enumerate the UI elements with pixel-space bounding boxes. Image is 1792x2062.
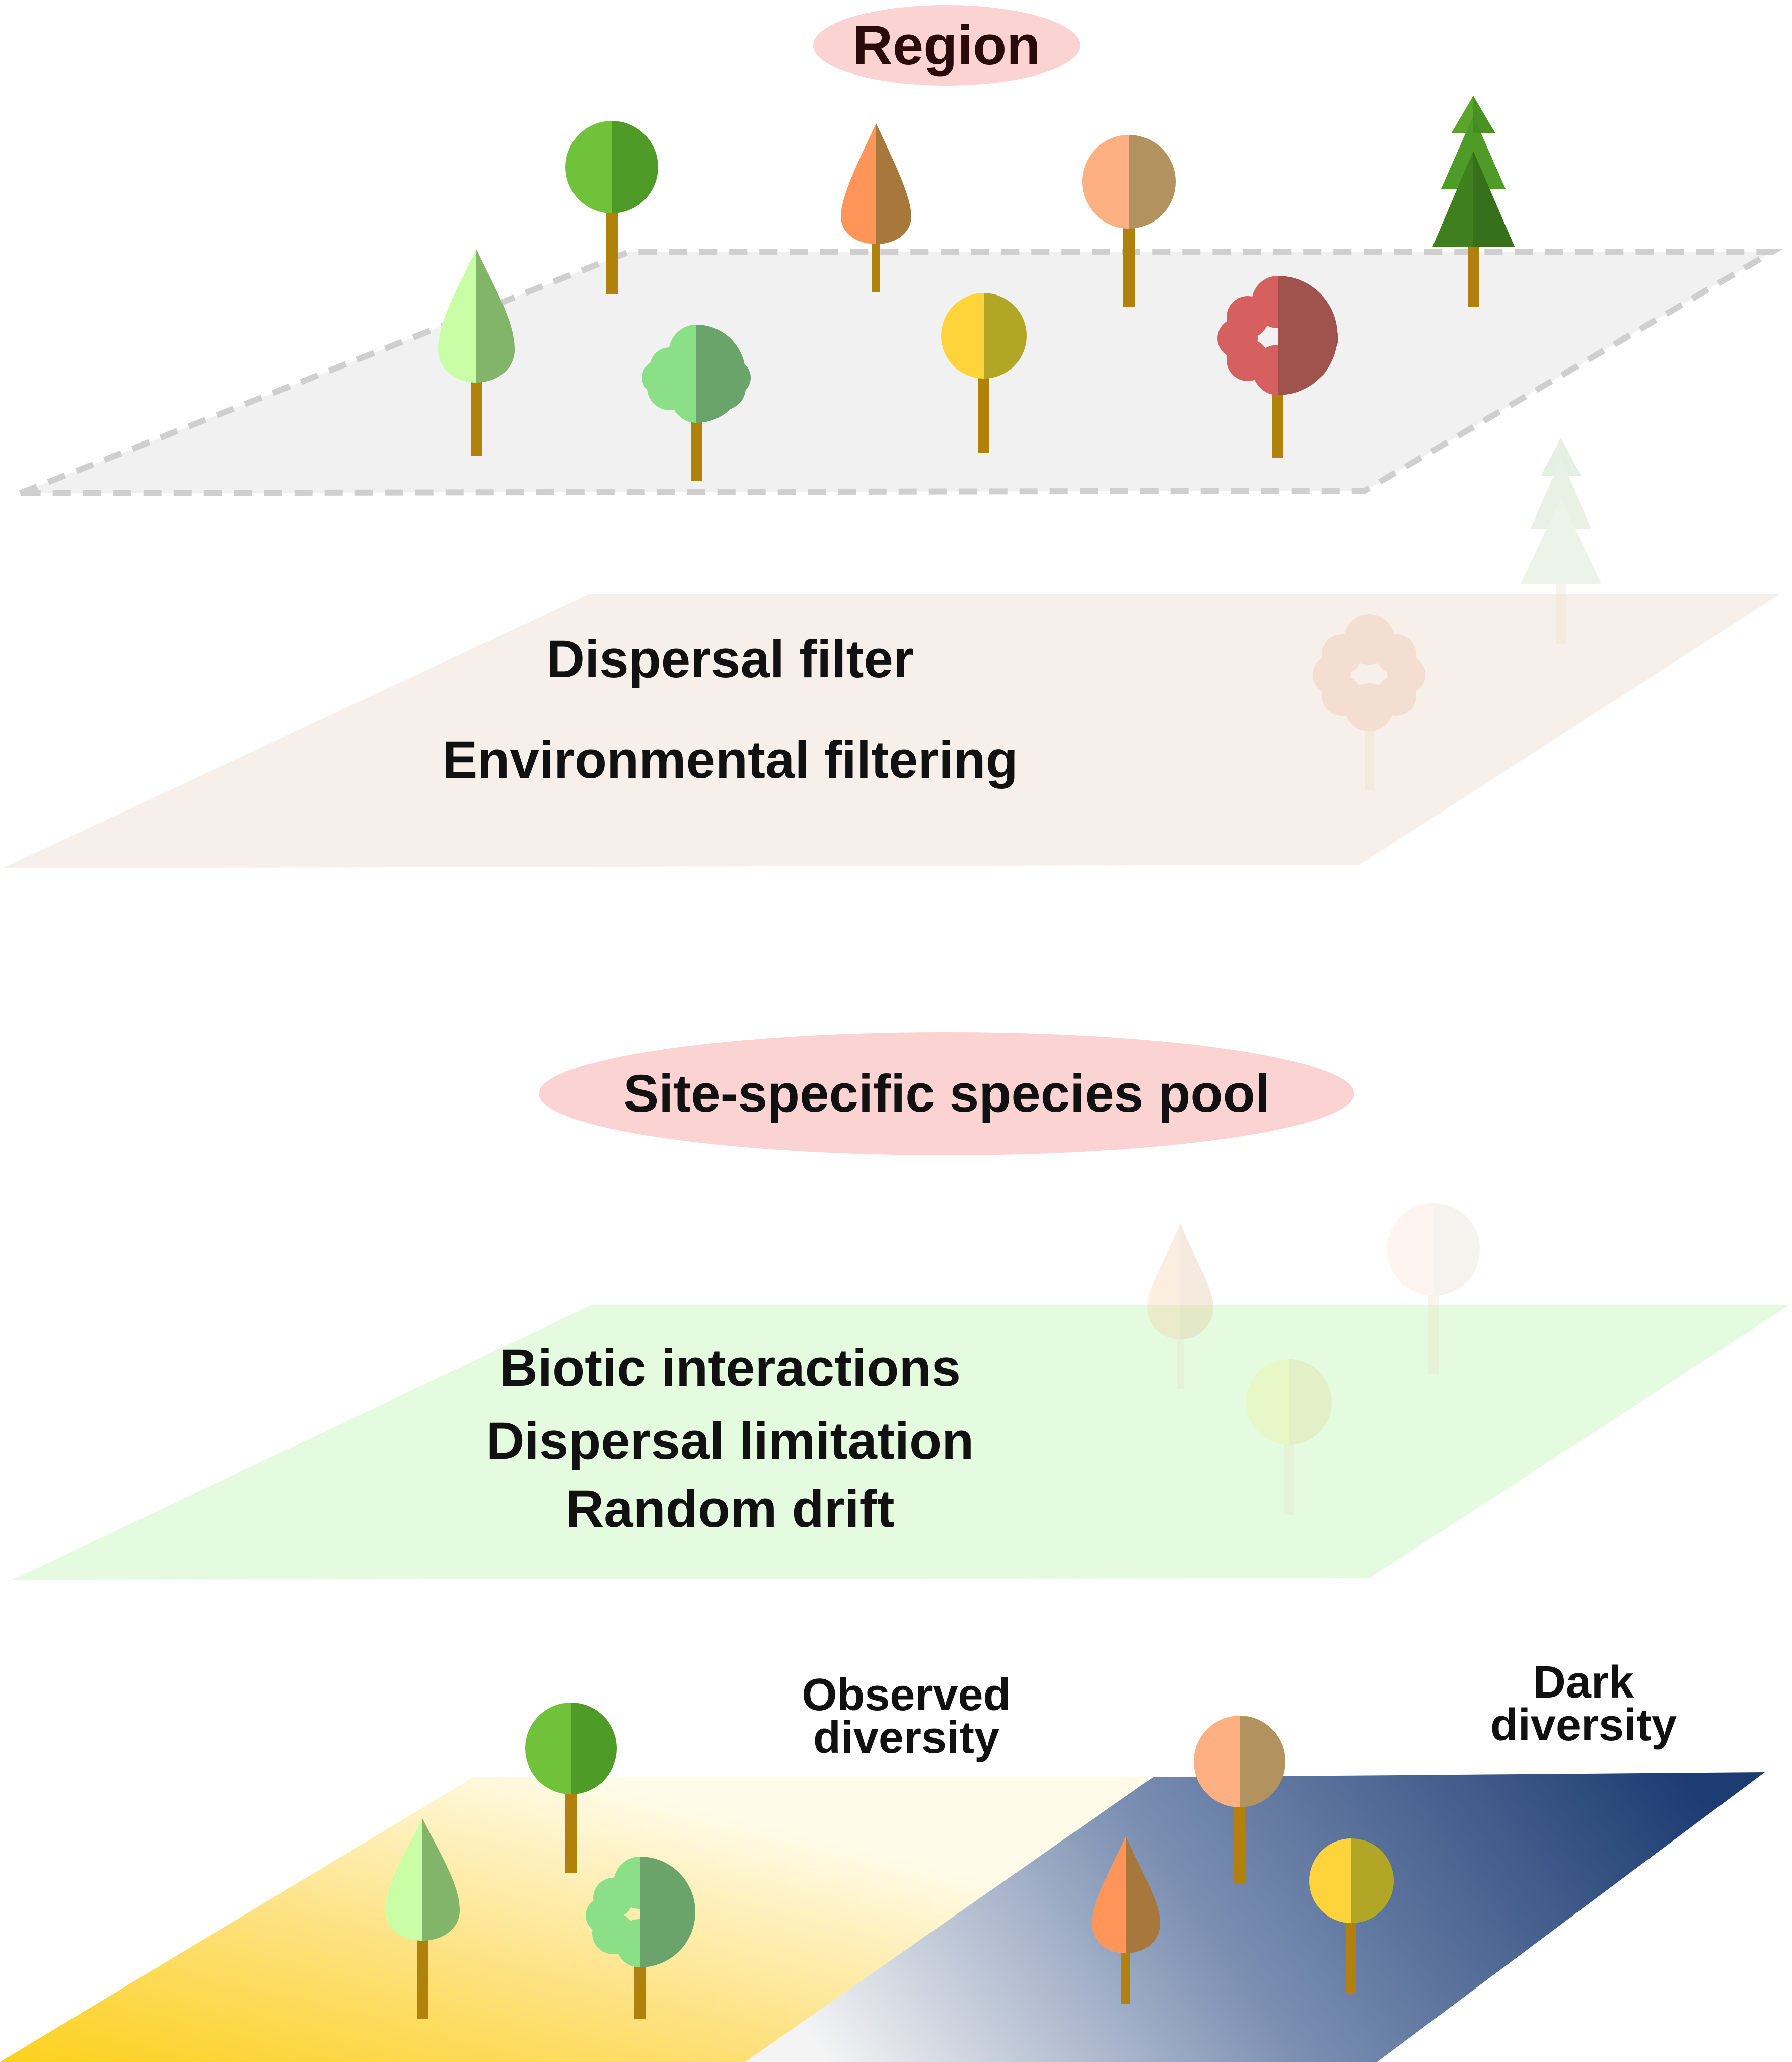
observed-diversity-label: Observed diversity (730, 1670, 1083, 1763)
dark-diversity-plane (745, 1772, 1765, 2062)
filter-layer-labels: Dispersal filter Environmental filtering (403, 627, 1158, 793)
dark-label-line2: diversity (1490, 1700, 1677, 1750)
observed-diversity-plane (0, 1777, 1153, 2062)
site-plane (13, 1305, 1790, 1580)
cone-tree-icon (438, 249, 515, 456)
observed-label-line2: diversity (813, 1713, 1000, 1763)
round-tree-icon (1194, 1716, 1285, 1883)
species-pool-pill: Site-specific species pool (539, 1032, 1354, 1155)
round-tree-icon (1246, 1359, 1332, 1515)
cone-tree-icon (1147, 1223, 1213, 1389)
bushy-tree-icon (1313, 614, 1425, 790)
biotic-interactions-label: Biotic interactions (499, 1339, 961, 1397)
tree-icon (565, 121, 658, 294)
dark-label-line1: Dark (1533, 1657, 1634, 1708)
cone-tree-icon (385, 1818, 460, 2019)
region-pill: Region (813, 5, 1080, 86)
dark-diversity-label: Dark diversity (1425, 1657, 1742, 1750)
bushy-tree-icon (586, 1857, 695, 2019)
site-layer-labels: Biotic interactions Dispersal limitation… (403, 1334, 1158, 1543)
dispersal-limitation-label: Dispersal limitation (486, 1412, 974, 1470)
round-tree-icon (1309, 1838, 1394, 1994)
observed-label-line1: Observed (802, 1670, 1011, 1720)
region-title: Region (852, 14, 1041, 77)
species-pool-label: Site-specific species pool (623, 1064, 1270, 1123)
cone-tree-icon (1092, 1836, 1160, 2004)
pine-tree-icon (1521, 438, 1601, 644)
round-tree-icon (941, 293, 1027, 453)
region-plane (19, 249, 1784, 496)
filter-plane (3, 594, 1780, 868)
bushy-tree-icon (1217, 276, 1338, 458)
tree-icon (525, 1703, 617, 1873)
random-drift-label: Random drift (565, 1480, 895, 1538)
bushy-tree-icon (642, 325, 751, 481)
round-tree-icon (1387, 1203, 1480, 1374)
round-tree-icon (1082, 135, 1176, 307)
environmental-filtering-label: Environmental filtering (442, 730, 1018, 789)
cone-tree-icon (841, 123, 911, 292)
dispersal-filter-label: Dispersal filter (546, 630, 914, 689)
pine-tree-icon (1432, 96, 1515, 307)
